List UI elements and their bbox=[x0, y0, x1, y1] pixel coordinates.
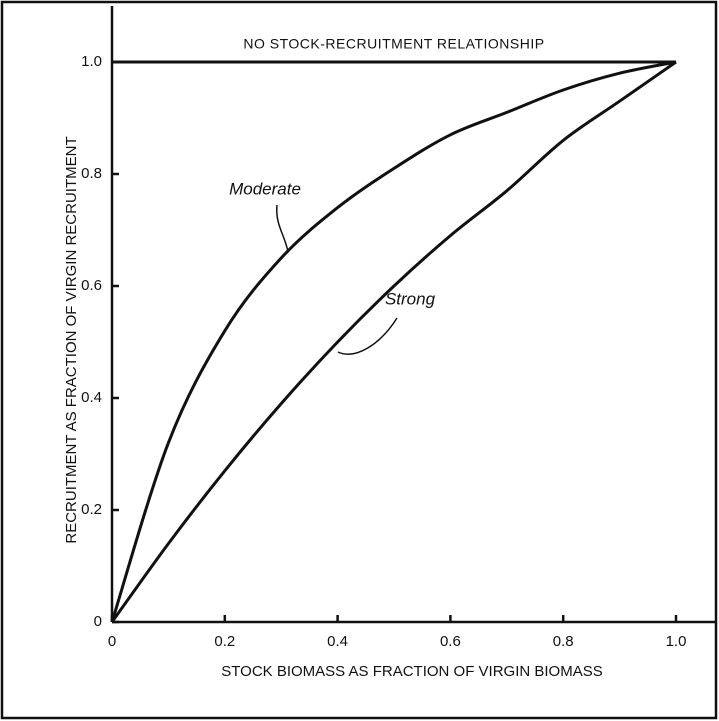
x-tick-label: 1.0 bbox=[666, 633, 687, 650]
y-tick-label: 0.6 bbox=[81, 277, 102, 294]
series-label: Moderate bbox=[229, 179, 301, 198]
y-tick-label: 1.0 bbox=[81, 53, 102, 70]
series-label: Strong bbox=[385, 289, 436, 308]
x-tick-label: 0.6 bbox=[440, 633, 461, 650]
line bbox=[110, 60, 677, 623]
series-label: NO STOCK-RECRUITMENT RELATIONSHIP bbox=[243, 36, 544, 52]
x-tick-label: 0.8 bbox=[553, 633, 574, 650]
moderate-pointer bbox=[276, 204, 289, 253]
x-tick-label: 0.2 bbox=[214, 633, 235, 650]
x-tick-label: 0 bbox=[108, 633, 116, 650]
strong-pointer bbox=[337, 317, 398, 355]
y-tick-label: 0.4 bbox=[81, 389, 102, 406]
line bbox=[110, 60, 677, 623]
x-axis-label: STOCK BIOMASS AS FRACTION OF VIRGIN BIOM… bbox=[221, 663, 602, 680]
y-tick-label: 0 bbox=[94, 613, 102, 630]
y-tick-label: 0.2 bbox=[81, 501, 102, 518]
y-axis-label: RECRUITMENT AS FRACTION OF VIRGIN RECRUI… bbox=[63, 136, 80, 543]
y-tick-label: 0.8 bbox=[81, 165, 102, 182]
x-tick-label: 0.4 bbox=[327, 633, 348, 650]
